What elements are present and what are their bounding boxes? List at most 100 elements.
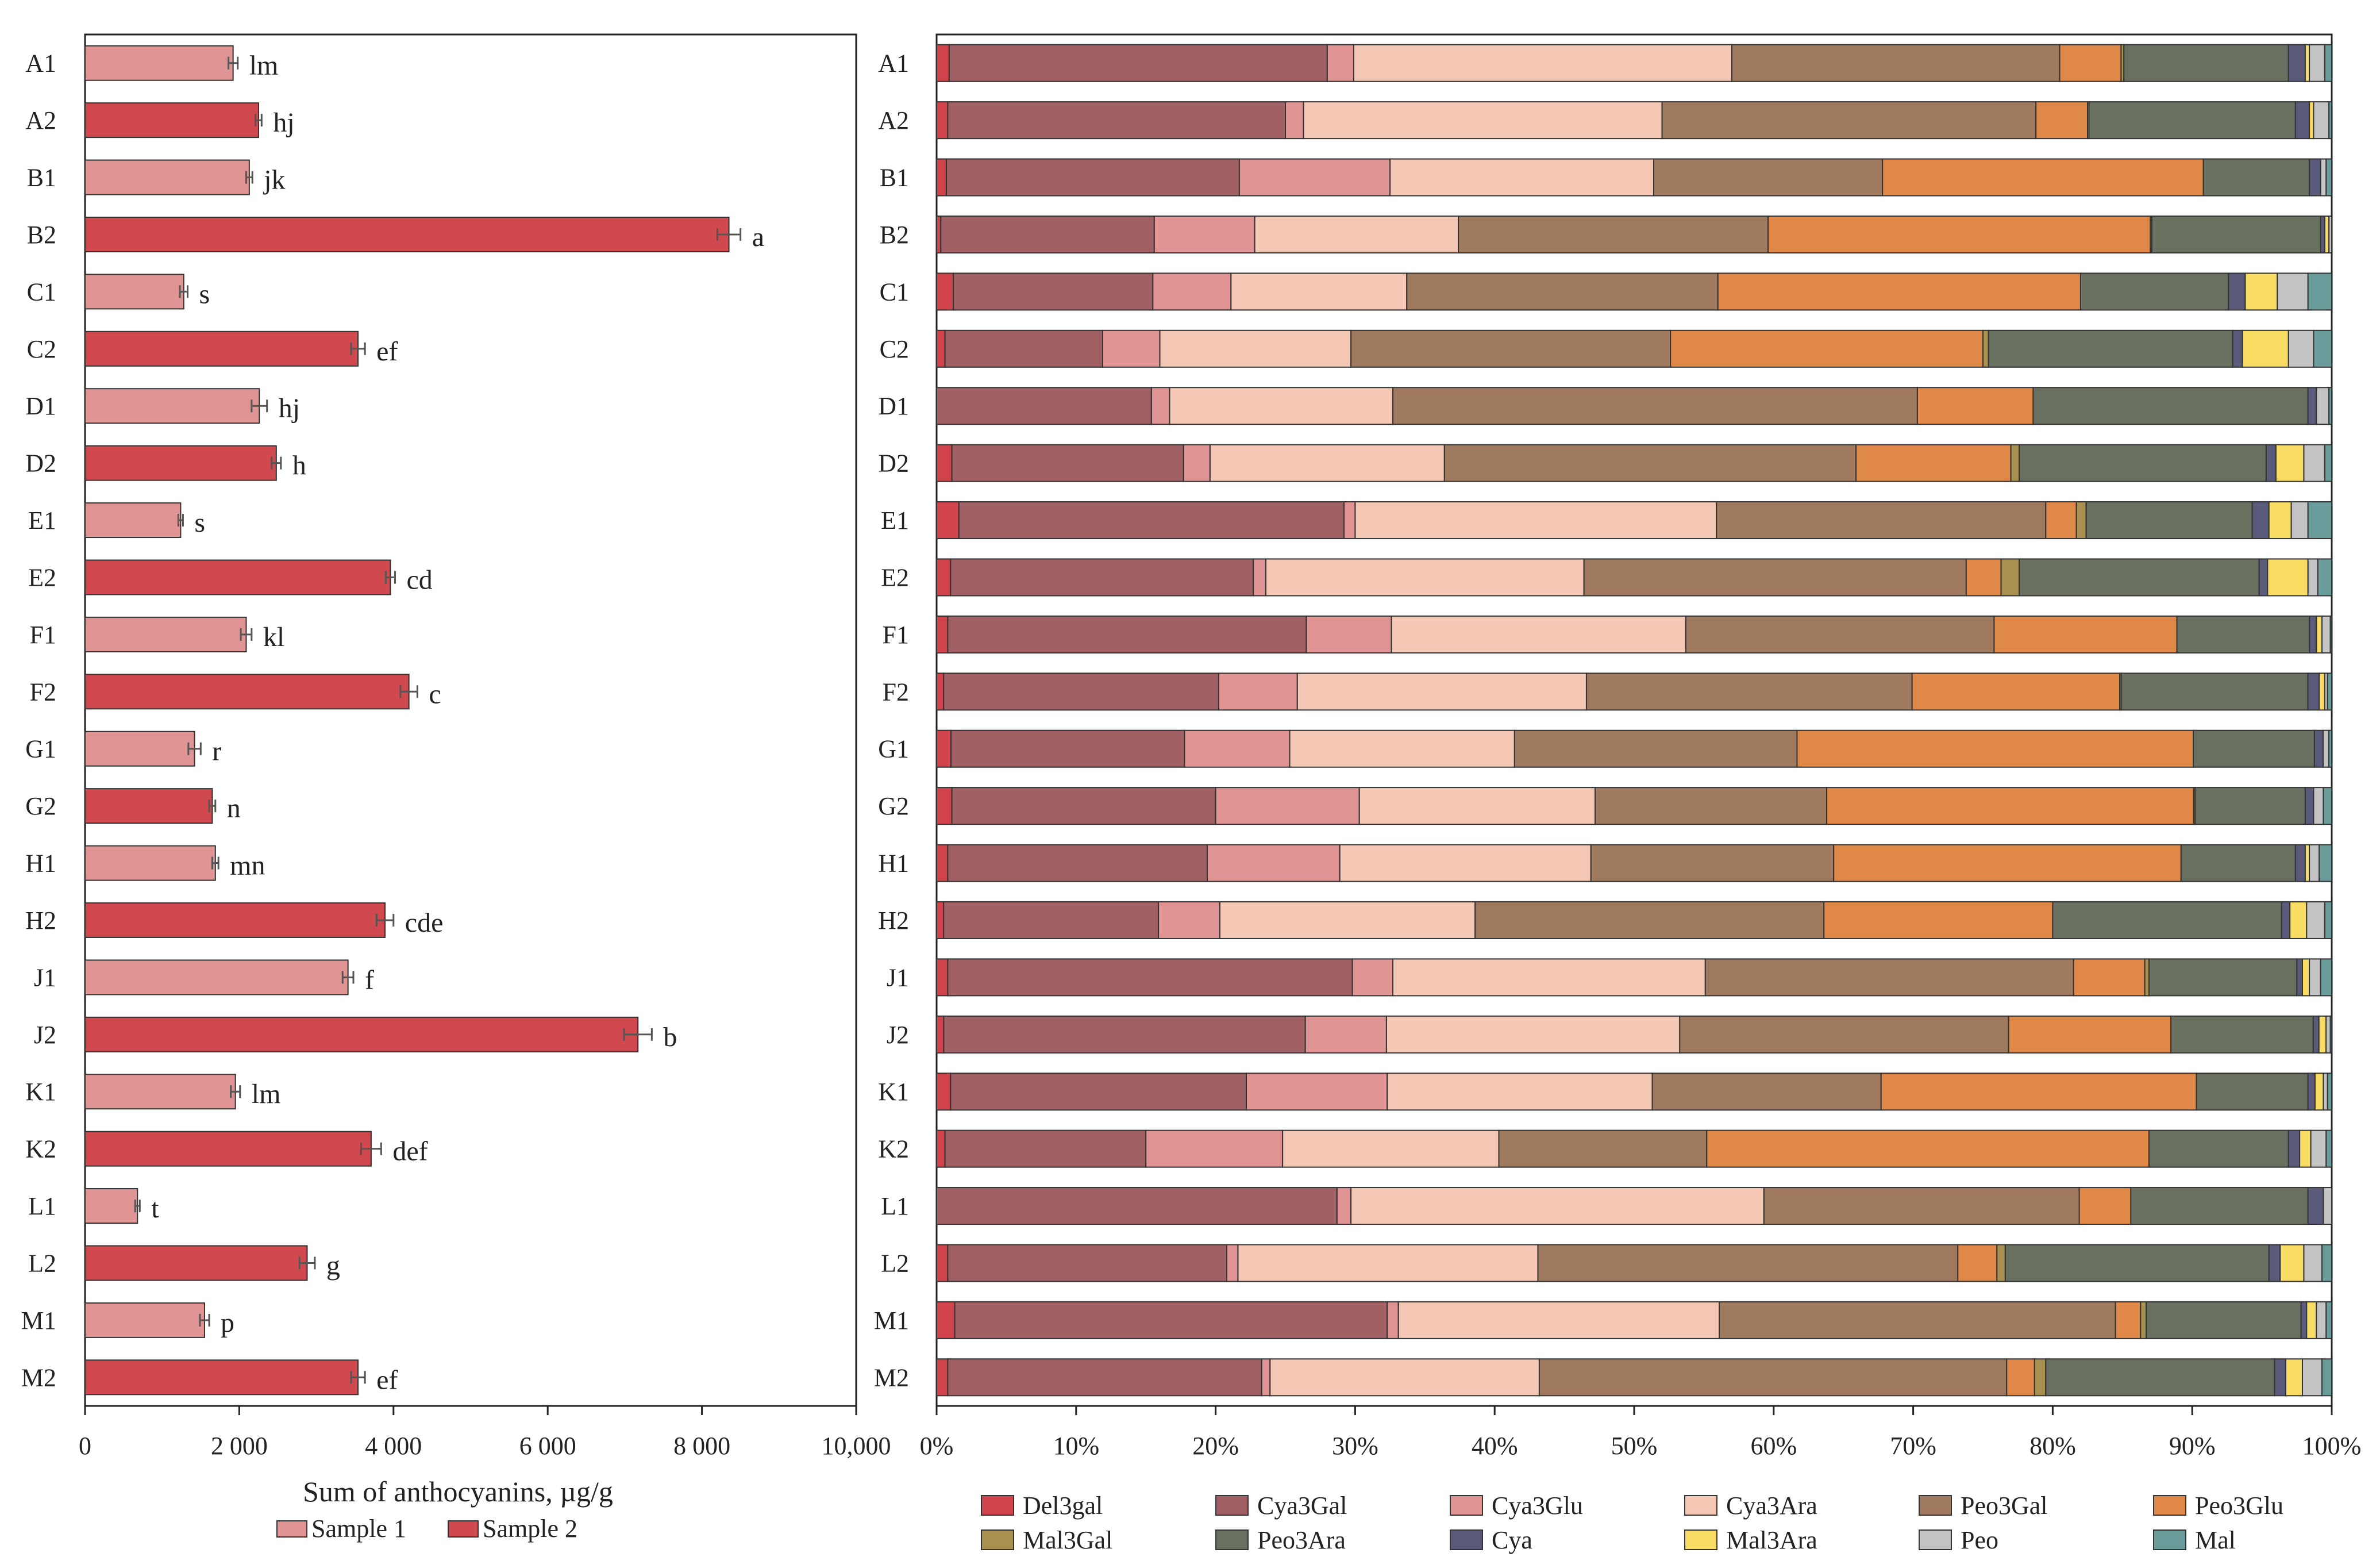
segment-B2-Peo3Gal xyxy=(1458,215,1769,253)
bar-K1 xyxy=(84,1074,236,1110)
segment-D2-Cya3Ara xyxy=(1209,444,1445,482)
segment-C2-Cya xyxy=(2232,329,2243,368)
legend-swatch-Cya3Glu xyxy=(1450,1495,1483,1516)
bar-M2 xyxy=(84,1359,359,1396)
segment-J2-Cya3Gal xyxy=(943,1015,1306,1054)
segment-K1-Mal xyxy=(2327,1073,2333,1111)
legend-label-Peo3Ara: Peo3Ara xyxy=(1257,1526,1346,1554)
segment-H1-Mal xyxy=(2319,844,2332,882)
segment-D2-Peo3Gal xyxy=(1443,444,1857,482)
segment-E1-Mal xyxy=(2307,501,2333,540)
legend-swatch-Cya3Gal xyxy=(1215,1495,1249,1516)
segment-G1-Cya xyxy=(2313,729,2324,768)
segment-G2-Peo3Glu xyxy=(1826,787,2194,825)
legend-label-Mal: Mal xyxy=(2195,1526,2236,1554)
segment-E2-Peo3Gal xyxy=(1583,558,1967,597)
category-label-L1: L1 xyxy=(28,1192,56,1220)
segment-F2-Mal3Ara xyxy=(2319,672,2325,711)
bar-M1 xyxy=(84,1302,206,1338)
legend-label-Peo3Glu: Peo3Glu xyxy=(2195,1492,2283,1520)
category-label-E1: E1 xyxy=(881,506,909,535)
segment-B1-Peo3Gal xyxy=(1653,158,1884,197)
segment-G2-Cya3Gal xyxy=(951,787,1216,825)
legend-swatch-Peo xyxy=(1919,1529,1952,1550)
segment-F2-Peo3Ara xyxy=(2120,672,2309,711)
segment-G2-Peo3Ara xyxy=(2194,787,2306,825)
significance-letter-E1: s xyxy=(194,508,205,538)
segment-C2-Mal xyxy=(2313,329,2333,368)
segment-C2-Mal3Gal xyxy=(1982,329,1989,368)
segment-G1-Cya3Ara xyxy=(1289,729,1515,768)
segment-K2-Cya3Glu xyxy=(1145,1129,1284,1168)
right-x-axis: 0% 10% 20% 30% 40% 50% 60% 70% 80% 90% 100% xyxy=(920,1406,2361,1460)
segment-L1-Peo3Glu xyxy=(2078,1187,2132,1225)
segment-B2-Cya3Gal xyxy=(940,215,1155,253)
x-tick-label-10000: 10,000 xyxy=(822,1432,891,1460)
segment-C2-Mal3Ara xyxy=(2242,329,2289,368)
x-tick-label-0: 0 xyxy=(79,1432,91,1460)
segment-L1-Cya3Glu xyxy=(1336,1187,1352,1225)
segment-D2-Peo3Glu xyxy=(1855,444,2012,482)
segment-E1-Peo3Ara xyxy=(2085,501,2253,540)
segment-M1-Peo xyxy=(2316,1301,2327,1339)
segment-M1-Peo3Glu xyxy=(2115,1301,2142,1339)
left-category-labels: A1 A2 B1 B2 C1 C2 D1 D2 E1 E2 F1 F2 G1 G2 H1 H2 J1 J2 K1 K2… xyxy=(21,49,56,1392)
significance-letter-M2: ef xyxy=(376,1365,398,1395)
segment-F1-Mal3Ara xyxy=(2316,615,2323,654)
segment-F2-Mal xyxy=(2327,672,2333,711)
segment-C1-Peo xyxy=(2277,272,2309,311)
segment-K2-Peo3Gal xyxy=(1498,1129,1708,1168)
legend-swatch-Cya xyxy=(1450,1529,1483,1550)
category-label-E2: E2 xyxy=(28,563,56,591)
category-label-L1: L1 xyxy=(881,1192,909,1220)
segment-B1-Cya3Ara xyxy=(1389,158,1654,197)
segment-K1-Peo3Gal xyxy=(1651,1073,1882,1111)
category-label-G2: G2 xyxy=(25,792,56,820)
segment-A2-Mal xyxy=(2328,101,2333,140)
legend-swatch-Peo3Glu xyxy=(2153,1495,2186,1516)
x-tick-label-0: 0% xyxy=(920,1432,954,1460)
bar-L1 xyxy=(84,1188,138,1224)
segment-C2-Peo3Glu xyxy=(1670,329,1984,368)
segment-E1-Cya xyxy=(2251,501,2270,540)
segment-G1-Del3gal xyxy=(936,729,952,768)
category-label-A1: A1 xyxy=(25,49,56,78)
legend-label-sample-1: Sample 1 xyxy=(311,1515,406,1543)
sum-anthocyanins-chart: lm hj jk a s ef hj h s cd kl c rn mn cde f b lm def t g p ef A… xyxy=(21,33,891,1543)
significance-letter-A2: hj xyxy=(273,107,294,138)
category-label-F2: F2 xyxy=(30,678,56,706)
legend-swatch-Del3gal xyxy=(981,1495,1014,1516)
segment-B1-Cya xyxy=(2309,158,2321,197)
segment-C2-Peo xyxy=(2287,329,2314,368)
segment-L1-Peo3Gal xyxy=(1763,1187,2080,1225)
segment-G1-Peo3Gal xyxy=(1514,729,1798,768)
segment-D2-Mal xyxy=(2324,444,2333,482)
segment-D2-Cya xyxy=(2265,444,2277,482)
category-label-C1: C1 xyxy=(27,278,56,306)
segment-K1-Peo3Glu xyxy=(1880,1073,2197,1111)
x-tick-label-6000: 6 000 xyxy=(519,1432,576,1460)
segment-J1-Peo3Glu xyxy=(2073,958,2146,997)
segment-M2-Cya3Gal xyxy=(947,1358,1262,1397)
segment-H2-Del3gal xyxy=(936,901,945,939)
segment-G1-Peo3Glu xyxy=(1796,729,2194,768)
category-label-B1: B1 xyxy=(880,164,909,192)
category-label-D2: D2 xyxy=(25,449,56,478)
segment-K2-Peo3Ara xyxy=(2148,1129,2289,1168)
segment-C1-Cya3Ara xyxy=(1230,272,1408,311)
category-label-D1: D1 xyxy=(25,392,56,420)
segment-J2-Cya3Glu xyxy=(1304,1015,1387,1054)
category-label-K2: K2 xyxy=(878,1135,909,1163)
category-label-A2: A2 xyxy=(878,106,909,134)
right-legend: Del3gal Cya3Gal Cya3Glu Cya3Ara Peo3Gal Peo3G… xyxy=(981,1492,2283,1554)
segment-E2-Cya xyxy=(2258,558,2269,597)
segment-M1-Del3gal xyxy=(936,1301,956,1339)
segment-A2-Peo3Gal xyxy=(1661,101,2037,140)
segment-J1-Peo3Gal xyxy=(1704,958,2074,997)
category-label-C2: C2 xyxy=(880,335,909,363)
legend-label-Cya3Gal: Cya3Gal xyxy=(1257,1492,1347,1520)
legend-label-sample-2: Sample 2 xyxy=(483,1515,577,1543)
segment-K2-Peo xyxy=(2310,1129,2327,1168)
legend-swatch-Mal3Gal xyxy=(981,1529,1014,1550)
segment-C2-Peo3Gal xyxy=(1350,329,1672,368)
